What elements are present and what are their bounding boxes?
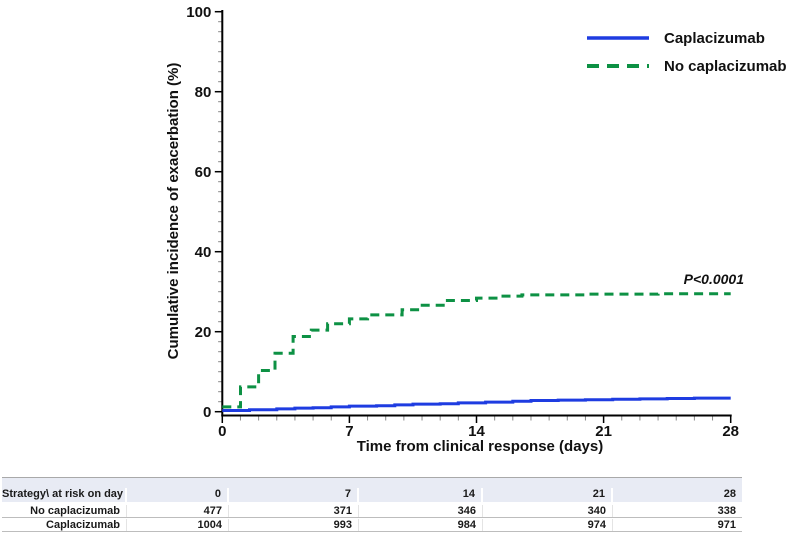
p-value-annotation: P<0.0001 bbox=[683, 271, 744, 287]
risk-table-cell: 338 bbox=[717, 504, 736, 517]
legend-solid-line-swatch bbox=[587, 36, 649, 40]
legend-label-caplacizumab: Caplacizumab bbox=[664, 29, 765, 47]
x-tick-label: 14 bbox=[468, 423, 485, 440]
x-tick-label: 0 bbox=[218, 423, 226, 440]
series-line-no-caplacizumab bbox=[222, 292, 731, 409]
y-tick-label: 40 bbox=[195, 244, 212, 261]
x-axis-title: Time from clinical response (days) bbox=[356, 438, 604, 455]
legend-label-no-caplacizumab: No caplacizumab bbox=[664, 57, 787, 75]
risk-table-cell: 984 bbox=[359, 518, 483, 531]
y-tick-label: 80 bbox=[195, 84, 212, 101]
risk-table-header-day-7: 7 bbox=[229, 488, 359, 502]
risk-table-header-day-14: 14 bbox=[359, 488, 483, 502]
risk-table-cell: 974 bbox=[483, 518, 613, 531]
y-tick-label: 20 bbox=[195, 324, 212, 341]
risk-table-row-caplacizumab: Caplacizumab 1004 993 984 974 971 bbox=[2, 518, 742, 532]
risk-table-header-day-0: 0 bbox=[127, 488, 229, 502]
risk-row-label: Caplacizumab bbox=[2, 518, 127, 531]
legend-item-no-caplacizumab: No caplacizumab bbox=[586, 52, 787, 80]
risk-table-cell: 1004 bbox=[127, 518, 229, 531]
risk-table: Strategy\ at risk on day 0 7 14 21 28 No… bbox=[2, 477, 742, 532]
risk-table-header-row: Strategy\ at risk on day 0 7 14 21 28 bbox=[2, 478, 742, 504]
risk-table-cell: 340 bbox=[483, 504, 613, 517]
legend-dashed-line-swatch bbox=[587, 64, 649, 68]
legend: Caplacizumab No caplacizumab bbox=[586, 24, 787, 80]
legend-item-caplacizumab: Caplacizumab bbox=[586, 24, 787, 52]
risk-table-header-day-21: 21 bbox=[483, 488, 613, 502]
x-tick-label: 28 bbox=[722, 423, 739, 440]
series-line-caplacizumab bbox=[222, 396, 731, 412]
risk-table-cell: 971 bbox=[717, 518, 736, 531]
y-tick-label: 100 bbox=[186, 4, 211, 21]
risk-table-cell: 346 bbox=[359, 504, 483, 517]
risk-table-row-no-caplacizumab: No caplacizumab 477 371 346 340 338 bbox=[2, 504, 742, 518]
risk-row-label: No caplacizumab bbox=[2, 504, 127, 517]
y-tick-label: 0 bbox=[203, 404, 211, 421]
risk-table-header-day-28: 28 bbox=[723, 488, 736, 500]
risk-table-cell: 371 bbox=[229, 504, 359, 517]
chart-plot-area: 0 20 40 60 80 100 0 7 14 21 28 bbox=[186, 4, 739, 440]
y-tick-label: 60 bbox=[195, 164, 212, 181]
y-axis-title: Cumulative incidence of exacerbation (%) bbox=[165, 62, 182, 360]
risk-table-cell: 477 bbox=[127, 504, 229, 517]
risk-table-cell: 993 bbox=[229, 518, 359, 531]
risk-table-header-strategy: Strategy\ at risk on day bbox=[2, 488, 127, 502]
x-tick-label: 7 bbox=[345, 423, 353, 440]
x-tick-label: 21 bbox=[595, 423, 612, 440]
